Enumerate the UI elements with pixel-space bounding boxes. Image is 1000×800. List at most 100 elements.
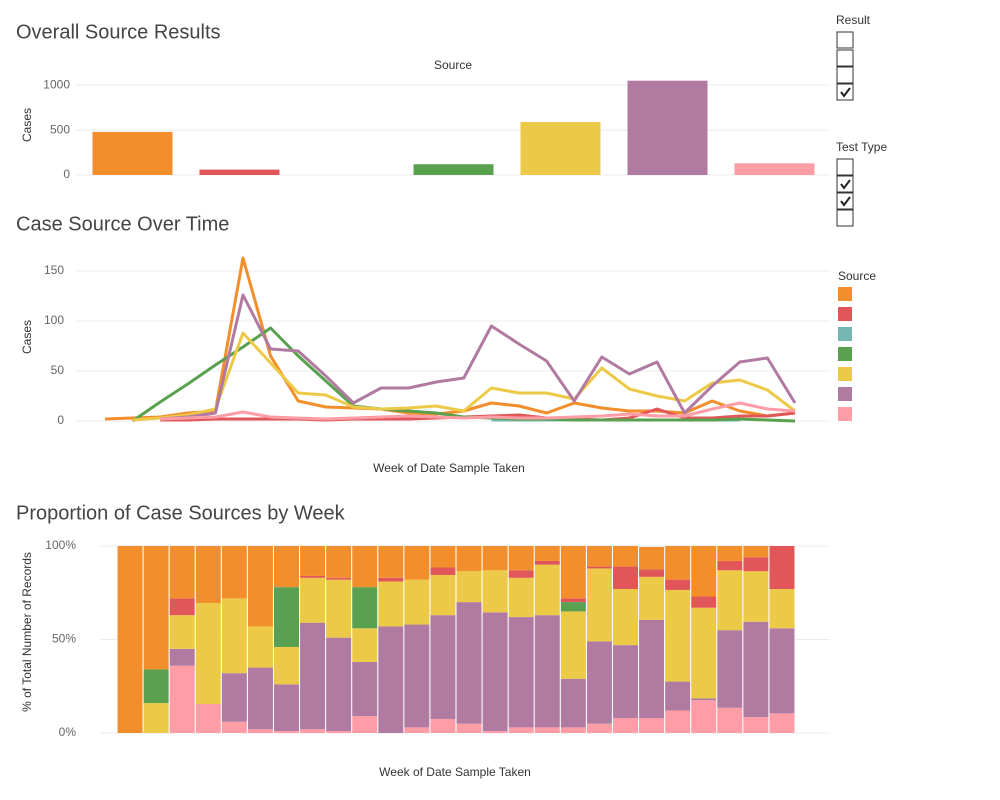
bar-segment [430, 546, 456, 568]
bar-segment [274, 731, 299, 733]
checkmark [840, 87, 851, 98]
checkbox[interactable] [836, 158, 854, 176]
bar-segment [482, 570, 508, 613]
bar-segment [221, 673, 247, 722]
bar-segment [586, 546, 612, 567]
bar-segment [326, 731, 352, 733]
bar-segment [717, 630, 743, 708]
bar-segment [508, 570, 534, 578]
bar-segment [430, 718, 456, 733]
bar-segment [404, 546, 430, 580]
checkbox[interactable] [836, 83, 854, 101]
bar [520, 122, 601, 175]
bar-segment [534, 546, 560, 561]
x-axis-title: Week of Date Sample Taken [373, 461, 525, 475]
chart-title: Case Source Over Time [16, 213, 229, 235]
bar-segment [378, 626, 404, 733]
checkbox[interactable] [836, 175, 854, 193]
bar-segment [169, 598, 195, 616]
legend-swatch[interactable] [838, 327, 852, 341]
line [132, 331, 796, 422]
bar-segment [717, 560, 743, 571]
bar-segment [326, 577, 352, 580]
bar-segment [534, 615, 560, 728]
legend-swatch[interactable] [838, 367, 852, 381]
line [104, 256, 796, 421]
bar-segment [691, 546, 717, 597]
bar-segment [169, 615, 195, 649]
legend-swatch[interactable] [838, 347, 852, 361]
bar-segment [691, 700, 717, 733]
bar-segment [639, 576, 665, 620]
legend-swatch[interactable] [838, 307, 852, 321]
bar [199, 169, 280, 175]
chart-title: Proportion of Case Sources by Week [16, 502, 346, 524]
bar-segment [274, 587, 299, 647]
bar-segment [743, 546, 769, 558]
bar-segment [482, 546, 508, 571]
y-tick-label: 0 [57, 413, 64, 427]
bar-segment [274, 684, 299, 732]
bar-segment [143, 703, 169, 733]
y-tick-label: 100 [44, 313, 64, 327]
bar-segment [508, 617, 534, 728]
bar-segment [195, 546, 221, 604]
bar-segment [717, 570, 743, 631]
bar-segment [586, 641, 612, 724]
bar-segment [691, 596, 717, 608]
bar-segment [743, 621, 769, 718]
bar-segment [195, 603, 221, 705]
legend-swatch[interactable] [838, 287, 852, 301]
bar-segment [665, 579, 691, 590]
bar-segment [639, 569, 665, 577]
bar-segment [665, 710, 691, 733]
bar-segment [143, 546, 169, 670]
bar-segment [456, 546, 482, 572]
y-axis-title: Cases [20, 108, 34, 142]
bar-segment [247, 667, 273, 730]
checkbox[interactable] [836, 31, 854, 49]
checkbox[interactable] [836, 192, 854, 210]
bar-segment [691, 607, 717, 699]
y-axis-title: % of Total Number of Records [20, 552, 34, 712]
bar-segment [300, 622, 326, 730]
bar-segment [117, 546, 143, 733]
y-tick-label: 0% [59, 725, 77, 739]
bar-segment [352, 661, 378, 717]
checkbox[interactable] [836, 49, 854, 67]
checkbox[interactable] [836, 209, 854, 227]
legend-swatch[interactable] [838, 407, 852, 421]
checkmark [840, 196, 851, 207]
y-tick-label: 1000 [43, 77, 70, 91]
bar-segment [430, 574, 456, 616]
bar-segment [560, 678, 586, 728]
bar-segment [274, 646, 299, 685]
bar-segment [769, 628, 795, 714]
bar-segment [560, 546, 586, 599]
bar-segment [743, 557, 769, 572]
bar-segment [221, 598, 247, 674]
bar [627, 80, 708, 175]
bar-segment [586, 568, 612, 642]
bar-segment [613, 566, 638, 590]
bar-segment [247, 546, 273, 627]
checkbox[interactable] [836, 66, 854, 84]
bar-segment [378, 546, 404, 578]
bar-segment [300, 546, 326, 576]
bar-segment [430, 567, 456, 575]
bar-segment [717, 546, 743, 561]
bar-segment [326, 546, 352, 578]
bar-segment [560, 611, 586, 679]
bar-segment [326, 637, 352, 732]
bar-segment [717, 707, 743, 733]
line [160, 401, 796, 421]
bar-segment [326, 579, 352, 638]
bar-segment [221, 546, 247, 599]
bar-segment [613, 718, 638, 733]
bar [413, 164, 494, 175]
bar-segment [169, 546, 195, 599]
bar-segment [300, 575, 326, 578]
legend-swatch[interactable] [838, 387, 852, 401]
